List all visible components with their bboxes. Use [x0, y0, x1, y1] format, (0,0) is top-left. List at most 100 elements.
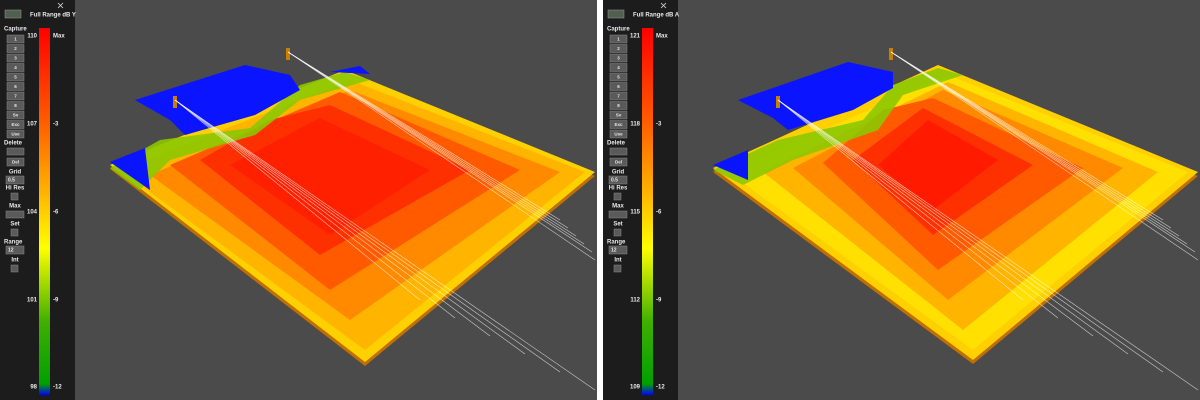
- spl-contour: [110, 72, 370, 190]
- capture-button[interactable]: [6, 44, 25, 53]
- capture-button[interactable]: [6, 101, 25, 110]
- button-label[interactable]: Use: [614, 131, 623, 136]
- button-label[interactable]: Exc: [11, 122, 20, 127]
- relative-label: -9: [53, 298, 59, 304]
- ray: [890, 51, 1164, 221]
- ray: [287, 51, 561, 221]
- button-label[interactable]: 8: [14, 103, 17, 108]
- dropdown-value[interactable]: 12: [8, 248, 14, 254]
- checkbox[interactable]: [10, 192, 19, 201]
- button-label[interactable]: 5: [14, 74, 17, 79]
- ray: [287, 51, 569, 229]
- button-label[interactable]: Del: [12, 159, 19, 164]
- button-label[interactable]: 5: [617, 74, 620, 79]
- capture-button[interactable]: [6, 53, 25, 63]
- speaker: [173, 96, 177, 108]
- button-label[interactable]: 4: [14, 65, 17, 70]
- capture-button[interactable]: [609, 110, 628, 120]
- ray: [890, 51, 1196, 253]
- range-dropdown[interactable]: [608, 245, 628, 255]
- relative-label: -3: [656, 122, 662, 128]
- button-label[interactable]: Use: [11, 131, 20, 136]
- button-label[interactable]: 3: [14, 55, 17, 60]
- close-icon[interactable]: [57, 2, 64, 9]
- ray: [287, 51, 593, 253]
- capture-button[interactable]: [6, 63, 25, 72]
- dropdown-value[interactable]: 0.5: [611, 178, 618, 184]
- ray: [174, 99, 596, 391]
- button-label[interactable]: 7: [14, 93, 17, 98]
- close-icon[interactable]: [660, 2, 667, 9]
- button-label[interactable]: 1: [14, 36, 17, 41]
- range-dropdown[interactable]: [5, 245, 25, 255]
- dropdown-value[interactable]: 0.5: [8, 178, 15, 184]
- capture-button[interactable]: [609, 101, 628, 110]
- del-button[interactable]: [609, 157, 628, 167]
- capture-button[interactable]: [6, 110, 25, 120]
- capture-button[interactable]: [609, 53, 628, 63]
- level-label: 104: [27, 210, 38, 216]
- sidebar-label: Delete: [4, 141, 23, 147]
- title-icon: [607, 9, 625, 19]
- sidebar-label: Set: [10, 222, 19, 228]
- button-label[interactable]: 3: [617, 55, 620, 60]
- delete-dropdown[interactable]: [6, 147, 25, 156]
- max-button[interactable]: [5, 210, 25, 219]
- grid-dropdown[interactable]: [608, 175, 628, 185]
- capture-button[interactable]: [609, 91, 628, 101]
- level-label: 118: [630, 122, 640, 128]
- stage-area: [738, 62, 893, 130]
- capture-button[interactable]: [6, 34, 25, 44]
- button-label[interactable]: 2: [617, 46, 620, 51]
- button-label[interactable]: 1: [617, 36, 620, 41]
- sidebar-label: Capture: [4, 27, 27, 33]
- ray: [174, 99, 456, 319]
- level-label: 107: [27, 122, 38, 128]
- level-label: 110: [27, 34, 37, 40]
- capture-button[interactable]: [609, 120, 628, 129]
- capture-button[interactable]: [609, 63, 628, 72]
- del-button[interactable]: [6, 157, 25, 167]
- dropdown-value[interactable]: 12: [611, 248, 617, 254]
- max-button[interactable]: [608, 210, 628, 219]
- capture-button[interactable]: [609, 44, 628, 53]
- relative-label: Max: [53, 34, 65, 40]
- sidebar-label: Capture: [607, 27, 630, 33]
- button-label[interactable]: 8: [617, 103, 620, 108]
- checkbox[interactable]: [613, 228, 622, 237]
- button-label[interactable]: Exc: [614, 122, 623, 127]
- capture-button[interactable]: [609, 82, 628, 91]
- button-label[interactable]: Sv: [13, 112, 19, 117]
- delete-dropdown[interactable]: [609, 147, 628, 156]
- capture-button[interactable]: [609, 34, 628, 44]
- button-label[interactable]: Sv: [616, 112, 622, 117]
- button-label[interactable]: 4: [617, 65, 620, 70]
- capture-button[interactable]: [609, 129, 628, 139]
- relative-label: -12: [53, 385, 62, 391]
- capture-button[interactable]: [6, 91, 25, 101]
- checkbox[interactable]: [10, 228, 19, 237]
- sidebar-label: Set: [613, 222, 622, 228]
- grid-dropdown[interactable]: [5, 175, 25, 185]
- level-label: 121: [630, 34, 641, 40]
- capture-button[interactable]: [6, 82, 25, 91]
- button-label[interactable]: 6: [617, 84, 620, 89]
- capture-button[interactable]: [6, 129, 25, 139]
- checkbox[interactable]: [613, 264, 622, 273]
- button-label[interactable]: 6: [14, 84, 17, 89]
- capture-button[interactable]: [609, 72, 628, 82]
- speaker: [286, 48, 290, 60]
- button-label[interactable]: Del: [615, 159, 622, 164]
- level-label: 109: [630, 385, 641, 391]
- color-bar: [642, 28, 653, 395]
- button-label[interactable]: 2: [14, 46, 17, 51]
- sidebar-label: Range: [4, 240, 23, 246]
- capture-button[interactable]: [6, 72, 25, 82]
- checkbox[interactable]: [10, 264, 19, 273]
- relative-label: -12: [656, 385, 665, 391]
- ray: [777, 99, 1164, 373]
- ray: [174, 99, 491, 337]
- button-label[interactable]: 7: [617, 93, 620, 98]
- checkbox[interactable]: [613, 192, 622, 201]
- capture-button[interactable]: [6, 120, 25, 129]
